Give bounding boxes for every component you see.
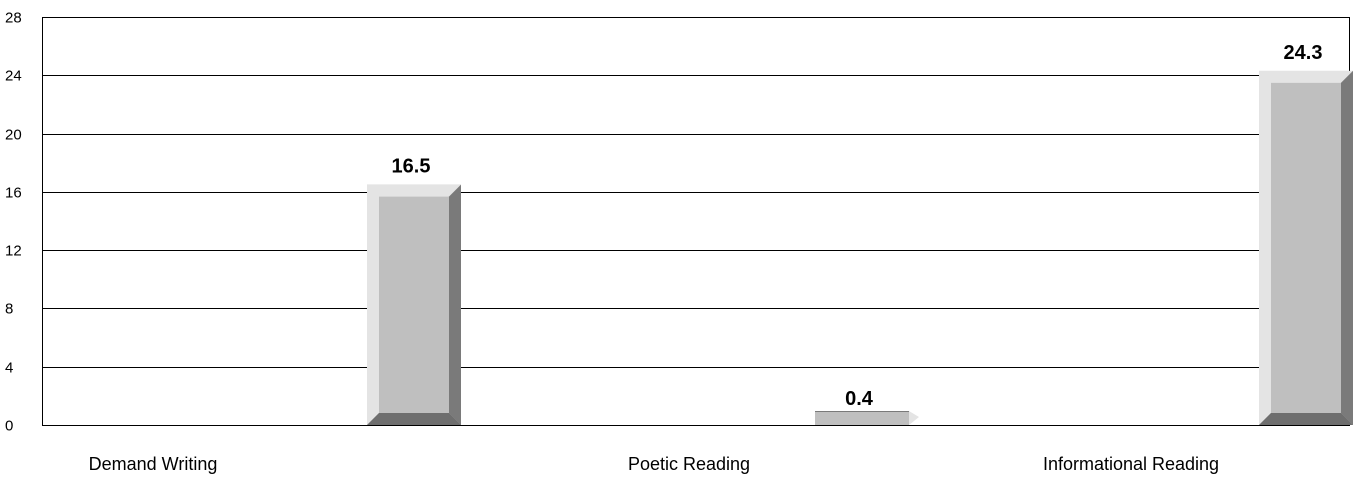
bar-poetic-reading xyxy=(815,411,919,425)
y-tick-label: 0 xyxy=(5,418,13,435)
data-label: 16.5 xyxy=(392,156,431,178)
y-tick-label: 8 xyxy=(5,301,13,318)
bars xyxy=(367,70,1353,426)
bar-bottom-face xyxy=(1259,413,1353,425)
bar-front xyxy=(815,411,909,425)
bar-highlight-face xyxy=(367,184,461,425)
y-tick-label: 4 xyxy=(5,360,13,377)
bar-demand-writing xyxy=(367,184,461,425)
data-label: 24.3 xyxy=(1284,42,1323,64)
data-label: 0.4 xyxy=(845,388,874,410)
x-category-label: Demand Writing xyxy=(89,454,218,474)
bar-front xyxy=(1259,70,1353,426)
y-tick-label: 24 xyxy=(5,68,22,85)
gridlines xyxy=(42,17,1350,426)
bar-informational-reading xyxy=(1259,70,1353,426)
bar-bottom-face xyxy=(367,413,461,425)
y-tick-label: 28 xyxy=(5,10,22,27)
data-labels: 16.5 0.4 24.3 xyxy=(392,42,1323,410)
x-category-label: Informational Reading xyxy=(1043,454,1219,474)
x-axis-labels: Demand Writing Poetic Reading Informationa… xyxy=(89,454,1219,474)
y-tick-label: 20 xyxy=(5,127,22,144)
x-category-label: Poetic Reading xyxy=(628,454,750,474)
y-axis-ticks: 0 4 8 12 16 20 24 28 xyxy=(5,10,22,435)
y-tick-label: 16 xyxy=(5,185,22,202)
bar-side-face xyxy=(1341,70,1353,426)
y-tick-label: 12 xyxy=(5,243,22,260)
bar-side-face xyxy=(909,411,919,425)
plot-frame xyxy=(42,17,1350,426)
bar-front xyxy=(367,184,461,425)
bar-side-face xyxy=(449,184,461,425)
bar-highlight-face xyxy=(1259,70,1353,426)
